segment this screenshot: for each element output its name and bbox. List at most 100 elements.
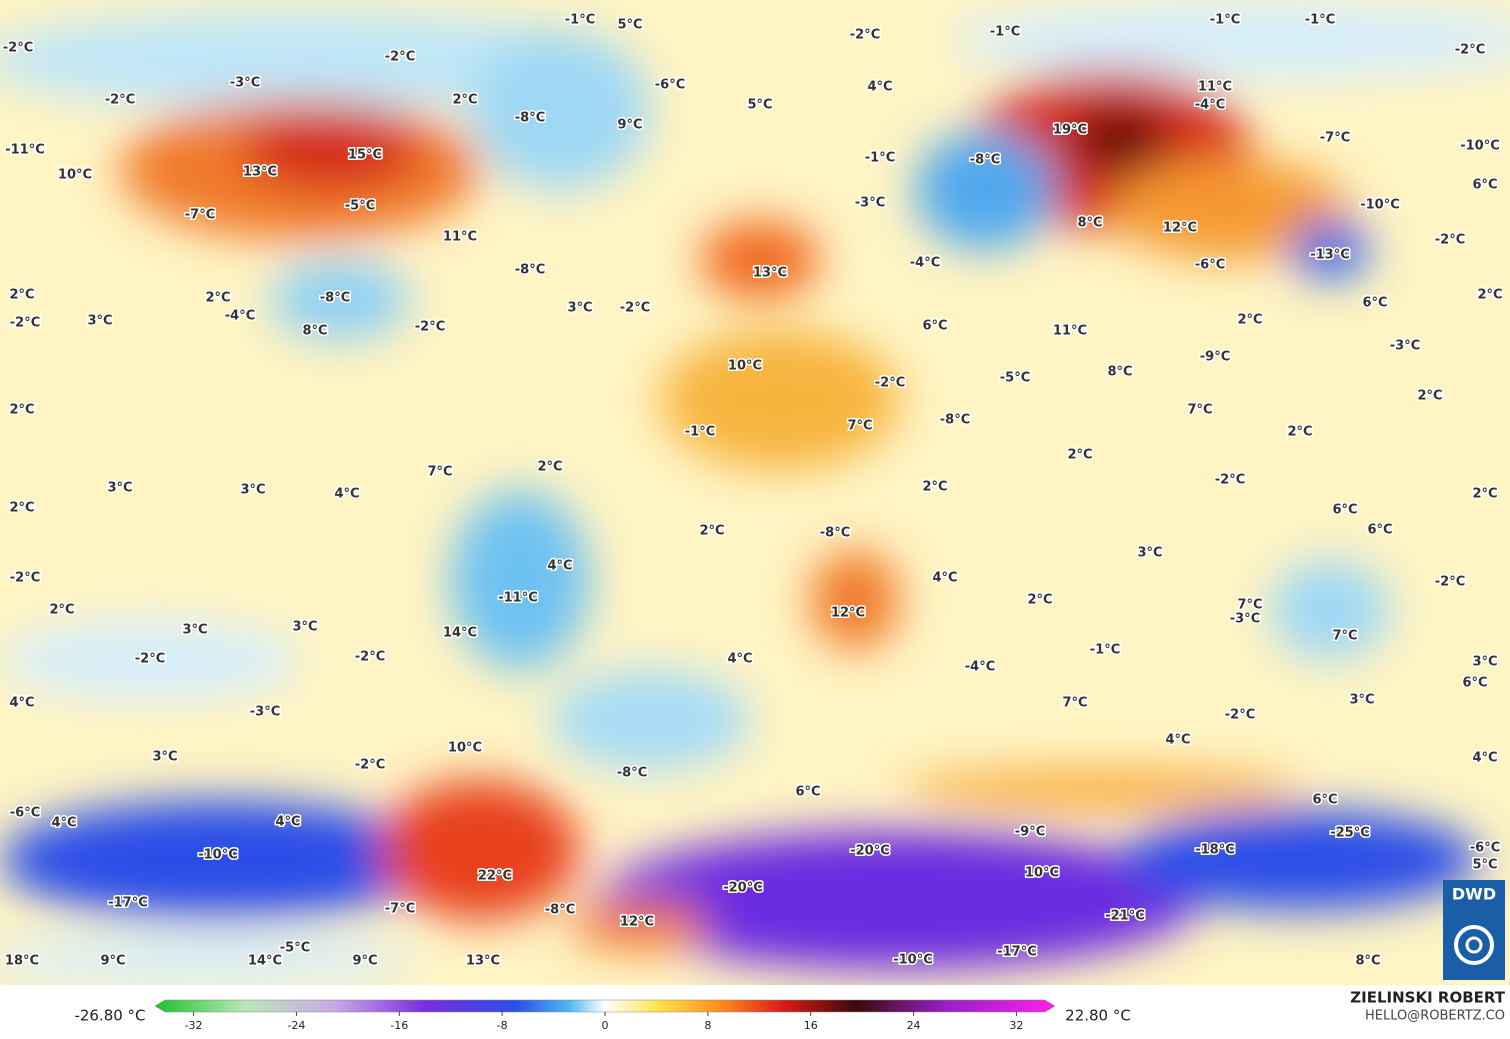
temperature-label: 6°C (922, 319, 947, 334)
colorbar-tick-label: 8 (704, 1019, 711, 1032)
temperature-label: 22°C (478, 869, 512, 884)
temperature-label: 19°C (1053, 123, 1087, 138)
temperature-label: -2°C (385, 50, 415, 65)
temperature-label: 13°C (753, 266, 787, 281)
logo-text: DWD (1452, 885, 1496, 904)
temperature-label: 10°C (58, 168, 92, 183)
temperature-label: -2°C (10, 571, 40, 586)
temperature-label: 3°C (567, 301, 592, 316)
temperature-label: 2°C (1027, 593, 1052, 608)
temperature-label: 3°C (240, 483, 265, 498)
temperature-label: 7°C (847, 419, 872, 434)
temperature-label: 2°C (1067, 448, 1092, 463)
temperature-label: 4°C (867, 80, 892, 95)
temperature-label: -4°C (910, 256, 940, 271)
colorbar-tick-label: 32 (1009, 1019, 1023, 1032)
temperature-label: 11°C (1053, 324, 1087, 339)
temperature-label: 13°C (466, 954, 500, 969)
temperature-label: -2°C (355, 650, 385, 665)
temperature-label: 3°C (1349, 693, 1374, 708)
temperature-label: -10°C (1460, 139, 1500, 154)
temperature-label: 9°C (617, 118, 642, 133)
colorbar-tick-label: 24 (907, 1019, 921, 1032)
temperature-label: -11°C (498, 591, 538, 606)
contact: HELLO@ROBERTZ.CO (1365, 1009, 1505, 1024)
colorbar-min: -26.80 °C (74, 1007, 145, 1025)
temperature-label: -7°C (385, 902, 415, 917)
temperature-label: 3°C (1472, 655, 1497, 670)
temperature-label: -2°C (1455, 43, 1485, 58)
temperature-label: 4°C (932, 571, 957, 586)
temperature-label: 4°C (1165, 733, 1190, 748)
temperature-label: -8°C (515, 263, 545, 278)
temperature-label: 14°C (248, 954, 282, 969)
temperature-label: 10°C (1025, 866, 1059, 881)
temperature-label: -2°C (1215, 473, 1245, 488)
colorbar-scale (154, 999, 1056, 1013)
temperature-label: -9°C (1015, 825, 1045, 840)
temperature-label: -6°C (1470, 841, 1500, 856)
temperature-label: -4°C (225, 309, 255, 324)
temperature-label: 4°C (275, 815, 300, 830)
temperature-label: 4°C (547, 559, 572, 574)
temperature-label: -25°C (1330, 826, 1370, 841)
temperature-label: 12°C (831, 606, 865, 621)
temperature-label: 4°C (1472, 751, 1497, 766)
temperature-label: 8°C (1107, 365, 1132, 380)
temperature-label: -1°C (565, 13, 595, 28)
temperature-label: 4°C (334, 487, 359, 502)
temperature-label: 5°C (1472, 858, 1497, 873)
temperature-label: 6°C (1472, 178, 1497, 193)
temperature-label: 2°C (537, 460, 562, 475)
temperature-label: -2°C (355, 758, 385, 773)
temperature-label: -2°C (620, 301, 650, 316)
temperature-label: 7°C (1237, 598, 1262, 613)
temperature-label: -20°C (723, 881, 763, 896)
temperature-label: 8°C (1355, 954, 1380, 969)
temperature-label: -3°C (855, 196, 885, 211)
temperature-label: -3°C (1230, 612, 1260, 627)
temperature-label: 3°C (152, 750, 177, 765)
temperature-label: 10°C (728, 359, 762, 374)
temperature-label: 11°C (1198, 80, 1232, 95)
temperature-label: -17°C (108, 896, 148, 911)
temperature-label: -8°C (617, 766, 647, 781)
temperature-label: -11°C (5, 143, 45, 158)
temperature-label: 2°C (922, 480, 947, 495)
temperature-label: 9°C (352, 954, 377, 969)
temperature-label: 7°C (1062, 696, 1087, 711)
temperature-label: -4°C (1195, 98, 1225, 113)
temperature-label: -2°C (10, 316, 40, 331)
temperature-label: 15°C (348, 148, 382, 163)
temperature-label: -2°C (1225, 708, 1255, 723)
colorbar-tick-label: -24 (287, 1019, 305, 1032)
temperature-label: 2°C (1477, 288, 1502, 303)
temperature-label: 3°C (182, 623, 207, 638)
temperature-label: 2°C (9, 501, 34, 516)
temperature-label: 2°C (1287, 425, 1312, 440)
temperature-label: -2°C (415, 320, 445, 335)
temperature-label: 4°C (727, 652, 752, 667)
temperature-label: 3°C (1137, 546, 1162, 561)
temperature-label: -10°C (1360, 198, 1400, 213)
temperature-label: -2°C (1435, 575, 1465, 590)
map-background (0, 0, 1510, 985)
temperature-label: -9°C (1200, 350, 1230, 365)
temperature-label: -5°C (345, 199, 375, 214)
temperature-label: -2°C (3, 41, 33, 56)
temperature-label: 3°C (107, 481, 132, 496)
temperature-label: -1°C (1210, 13, 1240, 28)
temperature-label: 11°C (443, 230, 477, 245)
temperature-label: -2°C (850, 28, 880, 43)
temperature-label: -10°C (198, 848, 238, 863)
temperature-label: -6°C (10, 806, 40, 821)
temperature-label: 7°C (1332, 629, 1357, 644)
colorbar-max: 22.80 °C (1065, 1007, 1131, 1025)
temperature-label: 8°C (1077, 216, 1102, 231)
colorbar-tick-label: -16 (390, 1019, 408, 1032)
temperature-label: 6°C (1362, 296, 1387, 311)
temperature-label: -1°C (1090, 643, 1120, 658)
temperature-label: 8°C (302, 324, 327, 339)
temperature-label: -1°C (990, 25, 1020, 40)
